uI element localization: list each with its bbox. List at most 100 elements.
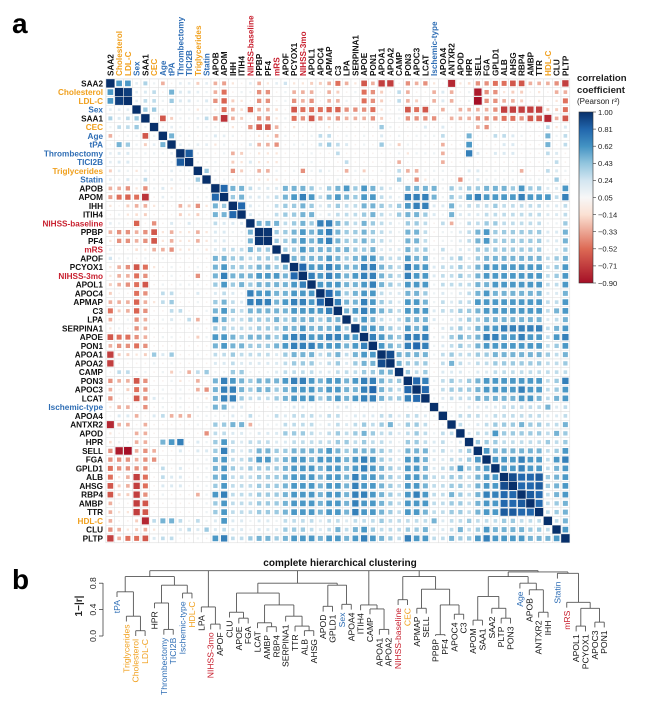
heatmap-cell [554,116,559,121]
heatmap-cell [379,221,384,226]
heatmap-cell [396,360,402,366]
heatmap-cell [458,352,463,357]
heatmap-cell [369,333,377,341]
heatmap-cell [188,327,190,330]
heatmap-cell [344,291,349,296]
heatmap-cell [379,273,385,279]
heatmap-cell [421,394,430,403]
heatmap-cell [212,465,218,471]
heatmap-cell [127,397,129,400]
heatmap-cell [317,334,324,340]
heatmap-cell [326,186,332,191]
heatmap-cell [546,309,550,313]
heatmap-cell [458,264,463,270]
heatmap-cell [554,465,560,471]
heatmap-cell [324,297,334,307]
heatmap-cell [432,169,436,173]
heatmap-cell [413,281,420,288]
heatmap-cell [162,423,164,426]
heatmap-cell [266,178,270,181]
heatmap-cell [179,266,182,268]
heatmap-cell [529,143,532,146]
heatmap-cell [380,116,384,120]
heatmap-cell [372,126,374,128]
heatmap-cell [197,345,199,347]
heatmap-cell [388,204,393,208]
heatmap-cell [483,386,490,393]
heatmap-cell [179,169,182,173]
heatmap-cell [274,282,280,288]
heatmap-cell [450,135,453,137]
heatmap-cell [152,117,156,120]
heatmap-cell [475,317,481,322]
heatmap-cell [179,379,182,383]
heatmap-cell [432,134,436,138]
heatmap-cell [414,81,419,86]
heatmap-cell [153,196,155,198]
heatmap-cell [179,301,182,303]
heatmap-cell [538,152,540,155]
heatmap-cell [397,282,401,287]
heatmap-cell [249,117,252,120]
heatmap-cell [179,432,182,435]
heatmap-cell [475,264,481,270]
heatmap-cell [118,135,120,137]
heatmap-cell [196,449,200,453]
heatmap-cell [240,300,244,304]
heatmap-cell [388,449,393,453]
heatmap-cell [317,448,323,454]
heatmap-cell [441,440,445,444]
heatmap-cell [501,273,507,279]
heatmap-cell [153,423,155,426]
heatmap-cell [179,178,182,181]
heatmap-cell [336,405,340,409]
heatmap-cell [442,117,444,120]
heatmap-cell [484,361,489,366]
heatmap-cell [127,292,129,295]
heatmap-cell [344,465,350,471]
heatmap-cell [213,81,218,86]
heatmap-cell [292,90,296,94]
heatmap-cell [274,204,279,208]
heatmap-cell [309,370,314,374]
heatmap-cell [361,351,367,358]
heatmap-cell [109,160,112,164]
heatmap-cell [555,204,559,208]
heatmap-cell [143,431,148,436]
heatmap-cell [467,423,471,426]
heatmap-cell [170,257,173,260]
heatmap-cell [563,405,568,409]
heatmap-cell [388,291,392,295]
heatmap-cell [475,474,481,480]
heatmap-cell [360,298,368,306]
heatmap-cell [265,116,271,121]
heatmap-cell [238,202,246,210]
heatmap-cell [197,222,199,225]
heatmap-cell [108,134,113,138]
heatmap-cell [196,467,200,470]
heatmap-cell [335,185,341,191]
heatmap-cell [518,325,525,332]
heatmap-cell [308,194,315,200]
heatmap-cell [336,142,340,147]
heatmap-cell [107,483,114,489]
heatmap-cell [459,91,462,93]
heatmap-cell [327,125,331,129]
heatmap-cell [152,169,156,173]
heatmap-cell [240,126,243,128]
heatmap-cell [456,429,465,438]
heatmap-cell [344,160,349,164]
heatmap-cell [188,423,190,426]
heatmap-cell [153,310,155,312]
heatmap-cell [309,414,314,418]
heatmap-cell [256,273,262,279]
heatmap-cell [317,343,324,349]
heatmap-cell [317,308,324,314]
heatmap-cell [458,239,462,243]
heatmap-cell [170,213,173,216]
heatmap-cell [554,256,559,261]
heatmap-cell [458,396,463,401]
heatmap-cell [432,82,436,85]
heatmap-cell [239,326,244,331]
heatmap-cell [143,213,147,217]
